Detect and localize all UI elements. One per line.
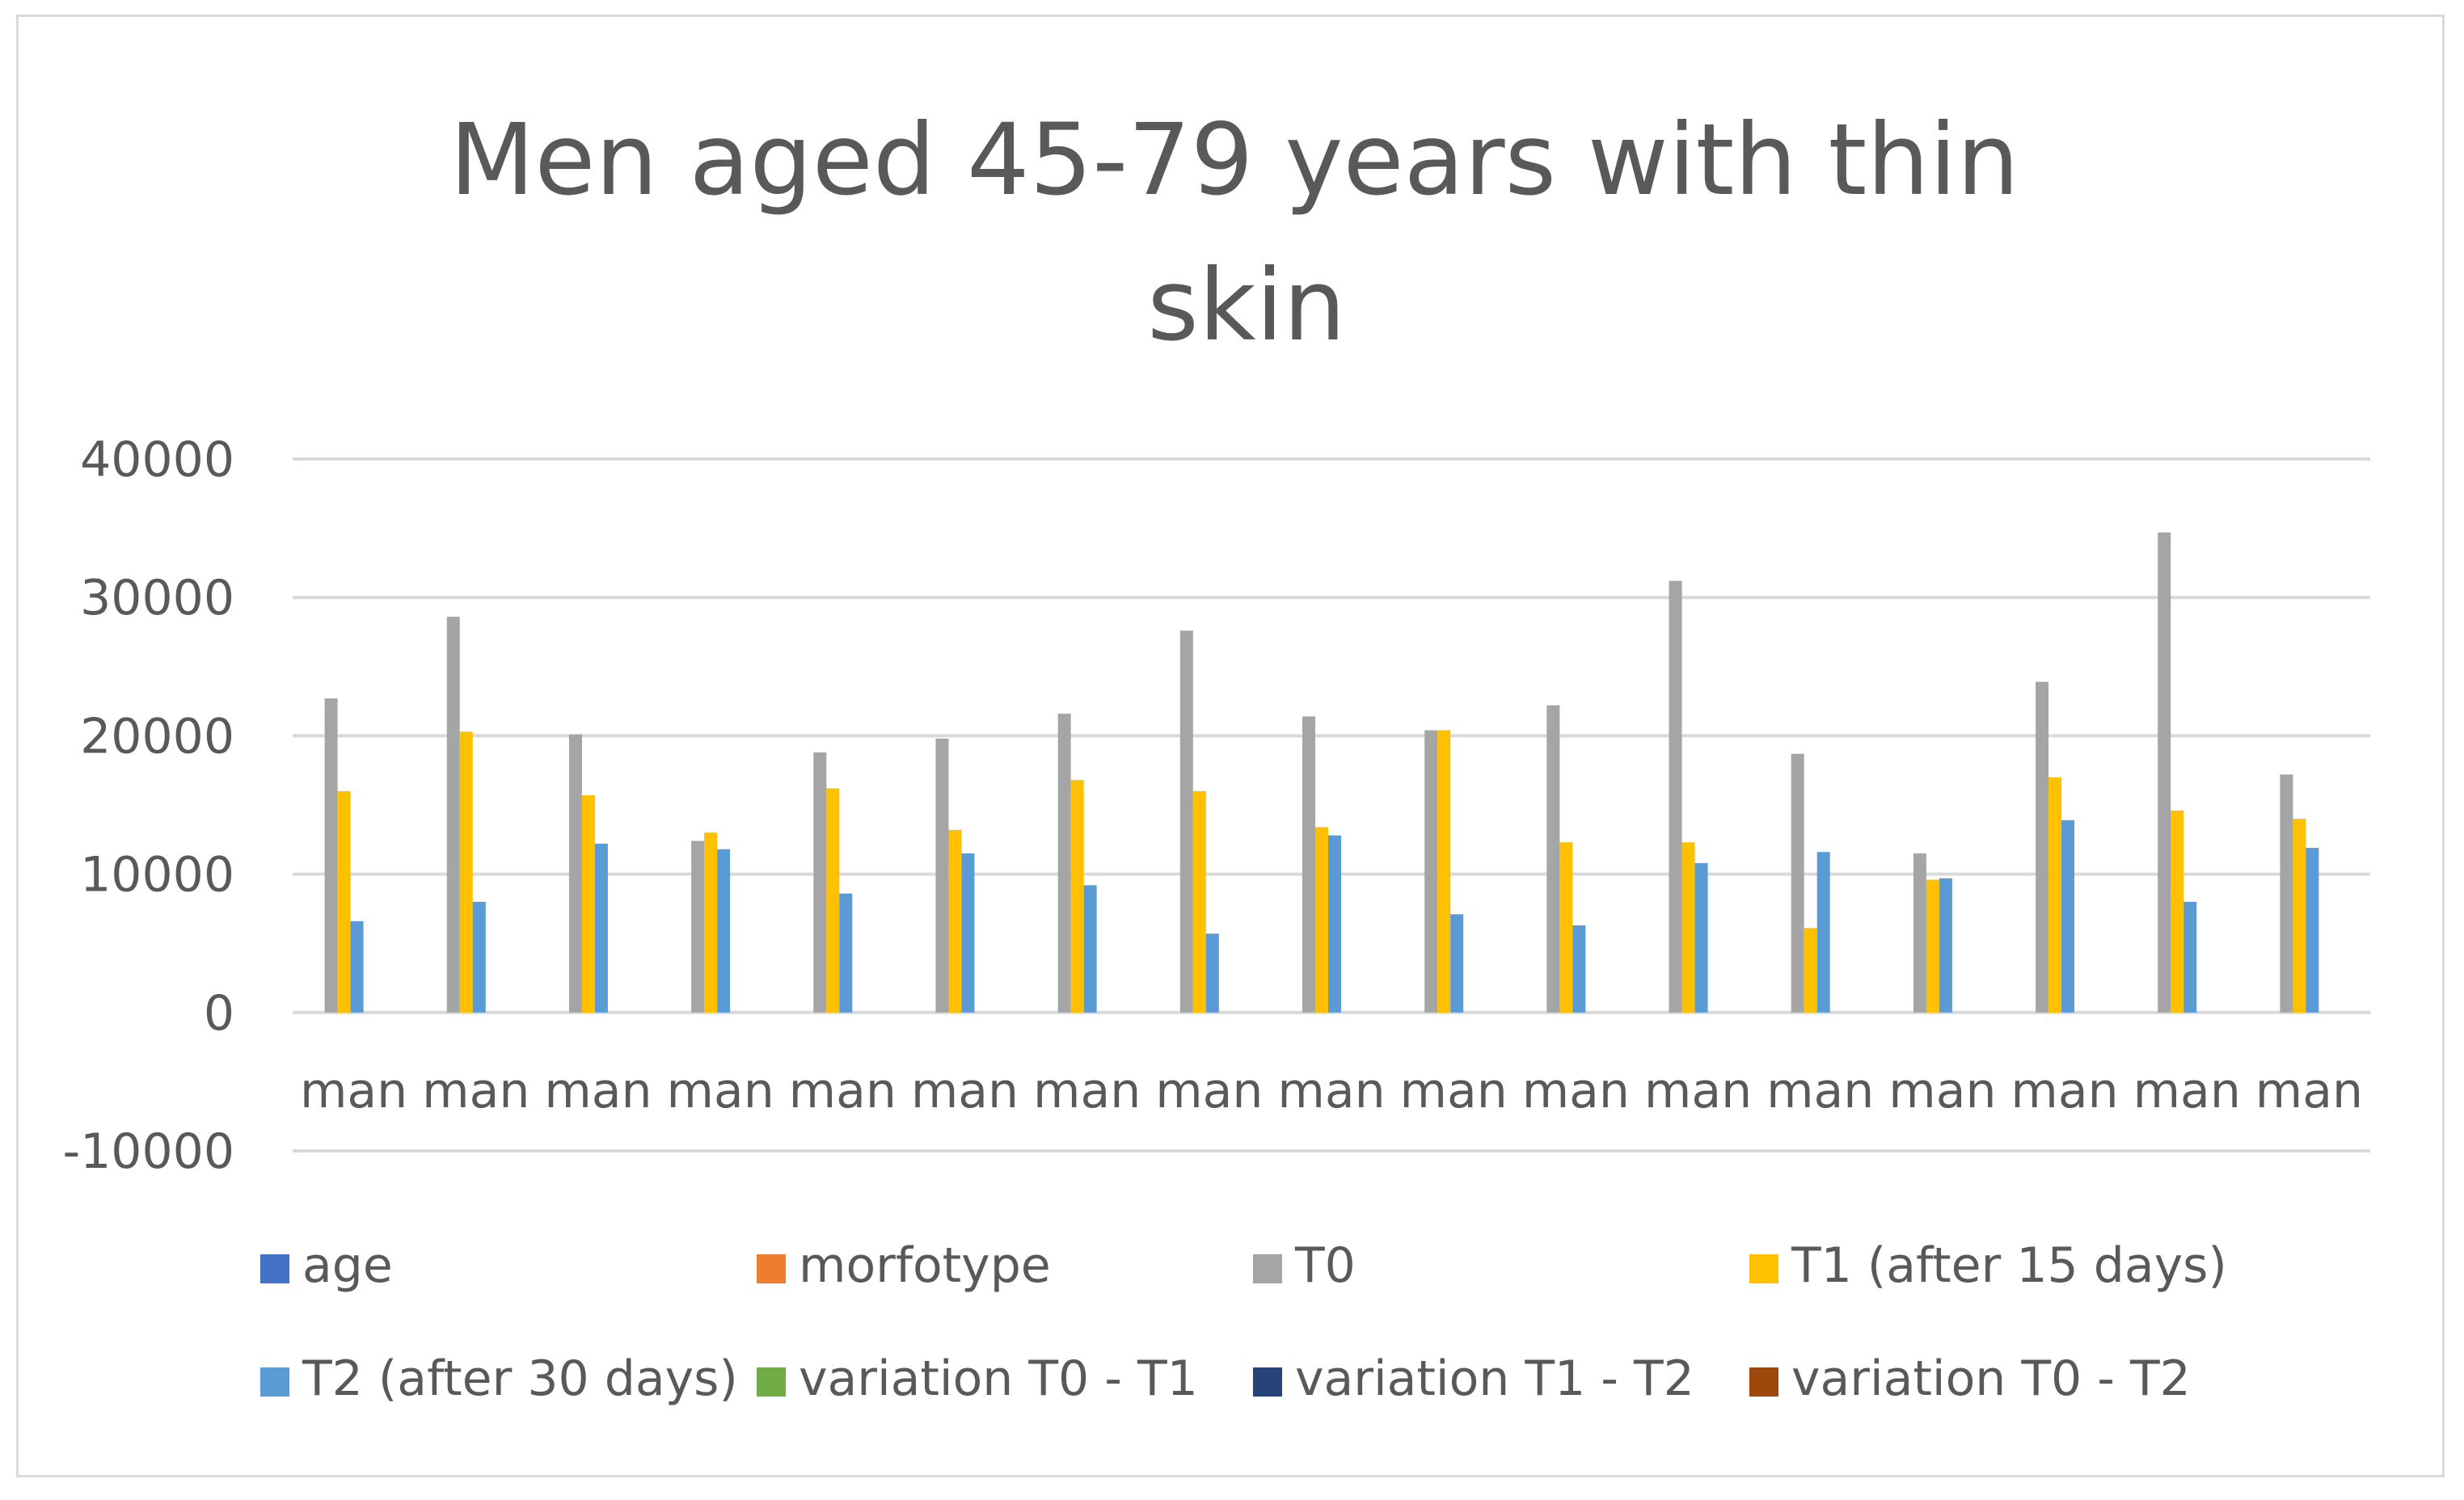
- x-category-label: man: [1888, 1063, 1996, 1119]
- bar-t1-after-15-days--12: [1804, 928, 1817, 1013]
- legend-label-1: morfotype: [799, 1237, 1051, 1294]
- x-category-label: man: [544, 1063, 652, 1119]
- x-category-label: man: [1277, 1063, 1385, 1119]
- y-tick-label: 0: [204, 985, 234, 1042]
- chart-title: Men aged 45-79 years with thin skin: [449, 103, 2019, 363]
- bar-t1-after-15-days--14: [2048, 777, 2062, 1013]
- bar-t2-after-30-days--0: [350, 921, 364, 1013]
- legend-label-4: T2 (after 30 days): [302, 1350, 738, 1407]
- x-category-label: man: [666, 1063, 774, 1119]
- x-category-label: man: [1400, 1063, 1508, 1119]
- y-tick-label: 40000: [80, 432, 234, 488]
- bar-t2-after-30-days--14: [2061, 820, 2075, 1013]
- bars: [324, 532, 2319, 1013]
- bar-t1-after-15-days--4: [826, 788, 840, 1013]
- bar-t0-6: [1057, 714, 1071, 1013]
- x-category-label: man: [1033, 1063, 1141, 1119]
- legend-label-7: variation T0 - T2: [1791, 1350, 2191, 1407]
- bar-t1-after-15-days--5: [948, 829, 962, 1013]
- x-category-label: man: [911, 1063, 1019, 1119]
- legend: age morfotype T0 T1 (after 15 days) T2 (afte…: [260, 1237, 2227, 1407]
- bar-t1-after-15-days--11: [1681, 842, 1695, 1013]
- chart-title-line-2: skin: [1147, 248, 1345, 363]
- bar-t0-1: [446, 617, 460, 1013]
- y-axis-ticks: 40000 30000 20000 10000 0 -10000: [62, 432, 234, 1180]
- bar-t2-after-30-days--10: [1572, 925, 1586, 1013]
- bar-t0-16: [2280, 774, 2293, 1013]
- bar-t1-after-15-days--0: [337, 790, 351, 1013]
- legend-label-0: age: [302, 1237, 393, 1294]
- y-tick-label: 10000: [80, 847, 234, 904]
- bar-t0-10: [1546, 705, 1560, 1013]
- bar-t0-3: [691, 841, 705, 1013]
- bar-t2-after-30-days--5: [961, 853, 975, 1013]
- legend-swatch-3: [1749, 1254, 1778, 1283]
- bar-t0-2: [568, 734, 582, 1013]
- bar-t1-after-15-days--2: [581, 795, 595, 1013]
- bar-t0-14: [2036, 681, 2049, 1013]
- bar-t0-15: [2158, 532, 2171, 1013]
- bar-t0-7: [1179, 630, 1193, 1013]
- legend-label-3: T1 (after 15 days): [1791, 1237, 2227, 1294]
- bar-t2-after-30-days--16: [2306, 848, 2319, 1013]
- bar-t0-0: [324, 698, 338, 1013]
- bar-t2-after-30-days--4: [839, 893, 853, 1013]
- bar-t2-after-30-days--9: [1450, 914, 1464, 1013]
- chart-title-line-1: Men aged 45-79 years with thin: [449, 103, 2019, 217]
- gridlines: [293, 457, 2370, 1152]
- legend-swatch-6: [1253, 1367, 1282, 1397]
- bar-t2-after-30-days--3: [717, 849, 731, 1013]
- x-category-label: man: [422, 1063, 530, 1119]
- bar-t2-after-30-days--7: [1205, 933, 1219, 1013]
- bar-t1-after-15-days--6: [1070, 780, 1084, 1013]
- legend-label-2: T0: [1294, 1237, 1356, 1294]
- x-category-label: man: [2010, 1063, 2118, 1119]
- bar-t0-13: [1913, 853, 1926, 1013]
- x-category-label: man: [2255, 1063, 2363, 1119]
- bar-t0-8: [1302, 716, 1315, 1013]
- x-category-label: man: [300, 1063, 407, 1119]
- bar-t1-after-15-days--3: [704, 832, 718, 1013]
- x-axis-categories: man man man man man man man man man man man man man m…: [300, 1063, 2363, 1119]
- bar-t1-after-15-days--1: [459, 731, 473, 1013]
- legend-swatch-5: [757, 1367, 786, 1397]
- legend-label-5: variation T0 - T1: [799, 1350, 1198, 1407]
- bar-t2-after-30-days--6: [1083, 885, 1097, 1013]
- bar-t0-4: [813, 752, 827, 1013]
- y-tick-label: -10000: [62, 1123, 234, 1180]
- bar-t1-after-15-days--8: [1315, 827, 1328, 1013]
- bar-t2-after-30-days--1: [472, 901, 486, 1013]
- bar-t1-after-15-days--16: [2293, 819, 2306, 1013]
- bar-t2-after-30-days--8: [1328, 835, 1341, 1013]
- y-tick-label: 30000: [80, 570, 234, 626]
- bar-t1-after-15-days--7: [1192, 790, 1206, 1013]
- bar-t1-after-15-days--15: [2171, 810, 2184, 1013]
- x-category-label: man: [1644, 1063, 1752, 1119]
- bar-t2-after-30-days--15: [2183, 901, 2197, 1013]
- bar-t1-after-15-days--10: [1559, 842, 1573, 1013]
- legend-swatch-2: [1253, 1254, 1282, 1283]
- bar-t0-5: [935, 738, 949, 1013]
- legend-swatch-7: [1749, 1367, 1778, 1397]
- x-category-label: man: [1522, 1063, 1630, 1119]
- bar-t2-after-30-days--13: [1939, 878, 1952, 1013]
- bar-t2-after-30-days--2: [594, 843, 608, 1013]
- legend-label-6: variation T1 - T2: [1295, 1350, 1694, 1407]
- bar-t2-after-30-days--11: [1694, 862, 1708, 1013]
- bar-t1-after-15-days--9: [1437, 730, 1451, 1013]
- y-tick-label: 20000: [80, 708, 234, 765]
- x-category-label: man: [1155, 1063, 1263, 1119]
- bar-t0-9: [1424, 730, 1438, 1013]
- bar-t0-11: [1669, 580, 1682, 1013]
- legend-swatch-1: [757, 1254, 786, 1283]
- bar-t1-after-15-days--13: [1926, 879, 1939, 1013]
- bar-t0-12: [1791, 753, 1804, 1013]
- bar-t2-after-30-days--12: [1816, 852, 1830, 1013]
- x-category-label: man: [1766, 1063, 1874, 1119]
- x-category-label: man: [789, 1063, 897, 1119]
- legend-swatch-0: [260, 1254, 289, 1283]
- x-category-label: man: [2133, 1063, 2241, 1119]
- legend-swatch-4: [260, 1367, 289, 1397]
